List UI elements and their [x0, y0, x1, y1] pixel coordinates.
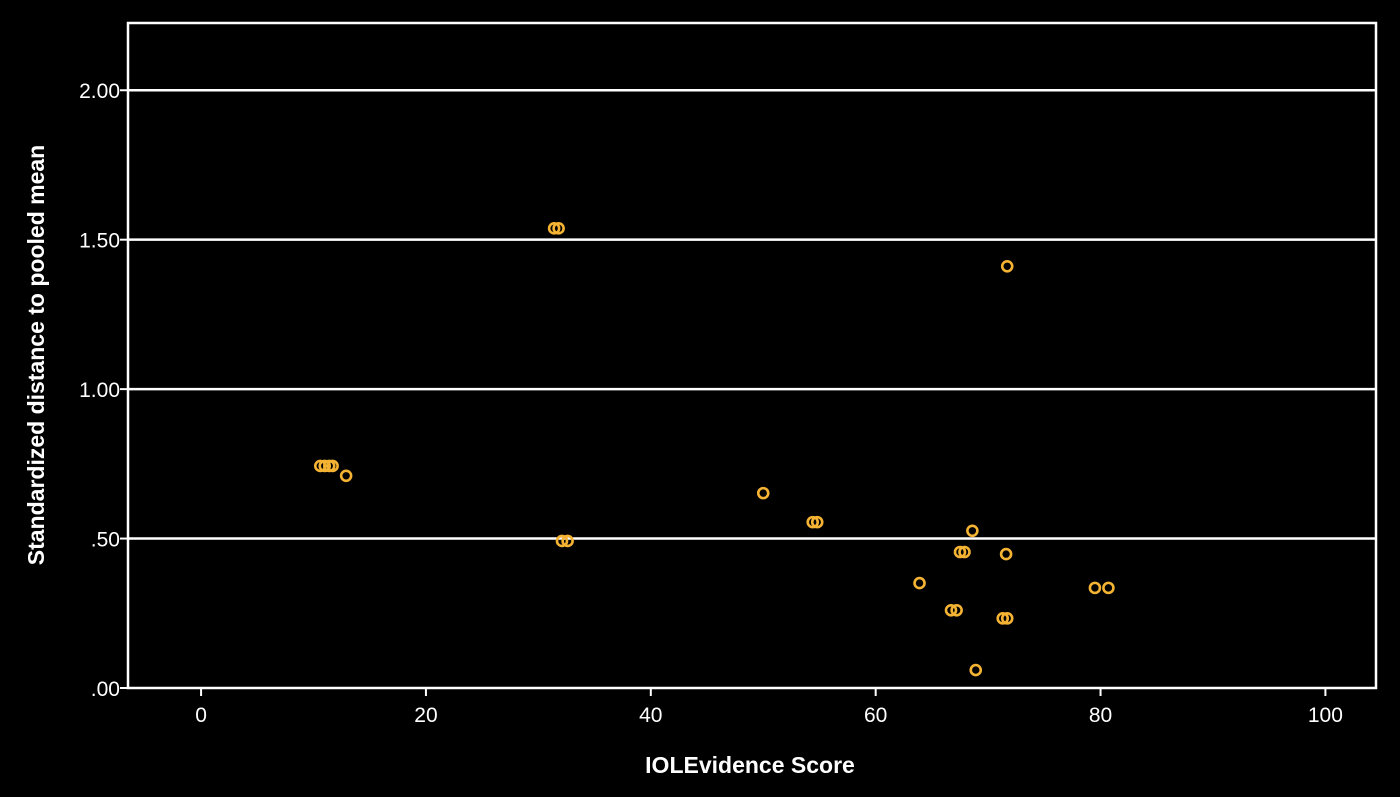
y-tick-label: 2.00	[79, 80, 120, 103]
data-point	[326, 459, 339, 473]
data-point	[953, 545, 967, 559]
y-axis-title: Standardized distance to pooled mean	[23, 145, 49, 565]
gridlines	[128, 88, 1376, 540]
data-point	[339, 469, 353, 483]
x-axis-title: IOLEvidence Score	[645, 752, 855, 778]
data-point	[958, 545, 971, 559]
data-point	[1088, 581, 1102, 595]
data-point	[756, 486, 770, 500]
x-tick-label: 80	[1089, 704, 1112, 727]
data-point	[806, 515, 820, 529]
x-tick-label: 0	[195, 704, 207, 727]
data-point	[1102, 581, 1115, 595]
data-point	[966, 524, 979, 538]
x-tick-label: 40	[639, 704, 662, 727]
data-point	[1000, 259, 1014, 273]
data-point	[999, 547, 1013, 561]
data-point	[555, 534, 569, 548]
x-tick-label: 60	[864, 704, 887, 727]
data-point	[318, 459, 332, 473]
y-tick-label: 1.50	[79, 230, 120, 253]
data-point	[561, 534, 574, 548]
data-point	[950, 603, 963, 617]
y-tick-label: .00	[91, 678, 120, 701]
data-point	[547, 222, 561, 235]
data-point	[810, 515, 824, 529]
axis-ticks: .00 .50 1.00 1.50 2.00 0 20 40 60 80 100	[79, 80, 1343, 727]
data-point	[1000, 612, 1014, 625]
y-tick-label: 1.00	[79, 379, 120, 402]
data-point	[552, 222, 565, 235]
data-point	[913, 576, 926, 590]
data-point	[996, 612, 1010, 625]
plot-frame	[126, 21, 1378, 690]
x-tick-label: 20	[414, 704, 437, 727]
data-point	[969, 663, 983, 677]
y-tick-label: .50	[91, 529, 120, 552]
data-points	[313, 222, 1115, 677]
x-tick-label: 100	[1308, 704, 1343, 727]
data-point	[944, 603, 958, 617]
